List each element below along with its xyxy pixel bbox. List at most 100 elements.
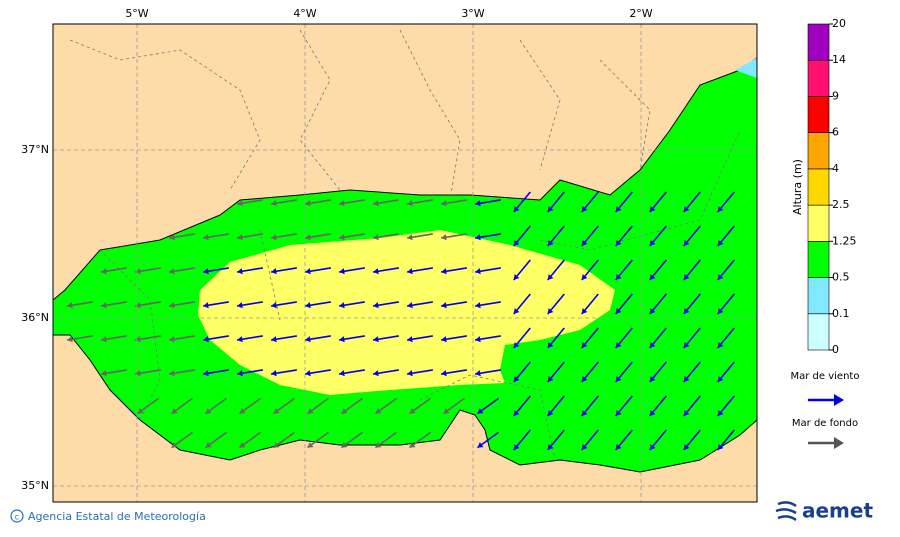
colorbar-label: 9 [832,89,839,102]
colorbar-label: 6 [832,126,839,139]
wave-arrow-head [441,268,447,275]
wave-arrow-head [407,268,413,275]
wave-arrow-head [239,408,246,414]
wave-arrow-head [717,240,724,247]
colorbar-label: 20 [832,17,846,30]
wave-arrows [67,191,735,451]
wave-arrow-head [443,408,450,414]
wave-arrow-head [683,240,690,247]
wave-arrow-head [171,442,178,448]
colorbar-segment [807,313,830,351]
wave-arrow-head [271,268,277,275]
wave-arrow-head [67,302,73,309]
wave-arrow-head [205,408,212,414]
wave-arrow-head [475,268,481,275]
wave-arrow-head [169,336,175,343]
wave-arrow-head [581,240,588,247]
wave-arrow-head [101,336,107,343]
wave-arrow-head [717,274,724,281]
wave-arrow-head [683,376,690,383]
wave-arrow-head [513,444,520,451]
wave-arrow-head [407,234,413,241]
wave-arrow-head [203,302,209,309]
lon-label: 2°W [629,7,652,20]
wave-arrow-head [237,200,243,207]
wave-arrow-head [339,336,345,343]
wave-arrow-head [683,274,690,281]
wave-arrow-head [339,302,345,309]
wave-arrow-head [441,200,447,207]
wave-arrow-head [339,370,345,377]
wave-arrow-head [475,200,481,207]
wave-arrow-head [373,336,379,343]
wave-arrow-head [441,370,447,377]
wave-arrow-head [441,302,447,309]
wave-arrow-head [273,408,280,414]
wave-arrow-head [237,268,243,275]
low-wave-area [735,58,757,78]
wave-arrow-head [305,336,311,343]
wave-arrow-head [339,234,345,241]
wave-arrow-head [101,268,107,275]
wave-arrow-head [135,336,141,343]
wave-arrow-head [513,206,520,213]
wave-arrow-head [615,206,622,213]
wave-arrow-head [477,442,484,448]
wave-arrow-head [407,200,413,207]
colorbar-segment [807,59,830,97]
wave-arrow-head [513,376,520,383]
wave-arrow-head [341,408,348,414]
wave-arrow-head [717,376,724,383]
wave-arrow-head [137,408,144,414]
wave-arrow-head [547,342,554,349]
wave-arrow-head [169,302,175,309]
wave-arrow-head [615,274,622,281]
wave-arrow-head [581,274,588,281]
wave-arrow-head [271,370,277,377]
wave-arrow-head [649,410,656,417]
lon-label: 4°W [293,7,316,20]
wave-arrow-head [615,342,622,349]
wave-arrow-head [649,274,656,281]
wave-arrow-head [407,370,413,377]
wave-arrow-head [305,302,311,309]
wave-arrow-head [135,302,141,309]
wave-arrow-head [581,308,588,315]
wave-arrow-head [169,234,175,241]
wave-arrow-head [683,342,690,349]
lat-label: 37°N [21,143,49,156]
wave-arrow-head [683,206,690,213]
wave-arrow-head [239,442,246,448]
colorbar-label: 0.5 [832,271,850,284]
lat-label: 36°N [21,311,49,324]
wave-arrow-head [305,200,311,207]
wave-arrow-head [683,444,690,451]
colorbar-label: 14 [832,53,846,66]
wave-arrow-head [547,376,554,383]
wave-arrow-head [373,200,379,207]
wave-arrow-head [649,444,656,451]
wave-arrow-head [409,442,416,448]
wave-arrow-head [581,410,588,417]
wave-arrow-head [169,370,175,377]
wave-arrow-head [547,410,554,417]
wave-arrow-head [237,370,243,377]
colorbar-segment [807,168,830,206]
wave-arrow-head [615,410,622,417]
wave-arrow-head [373,370,379,377]
wave-arrow-head [339,268,345,275]
wave-arrow-head [375,408,382,414]
wave-arrow-head [203,370,209,377]
colorbar-segment [807,204,830,242]
wave-arrow-head [717,444,724,451]
wave-arrow-head [615,240,622,247]
wave-arrow-head [203,234,209,241]
wave-arrow-head [649,308,656,315]
wave-arrow-head [683,308,690,315]
wave-arrow-head [307,442,314,448]
colorbar: 0 0.1 0.5 1.25 2.5 4 6 9 14 20 [807,17,857,356]
logo-icon [775,501,797,522]
wave-arrow-head [101,370,107,377]
wave-arrow-head [169,268,175,275]
wave-arrow-head [649,342,656,349]
